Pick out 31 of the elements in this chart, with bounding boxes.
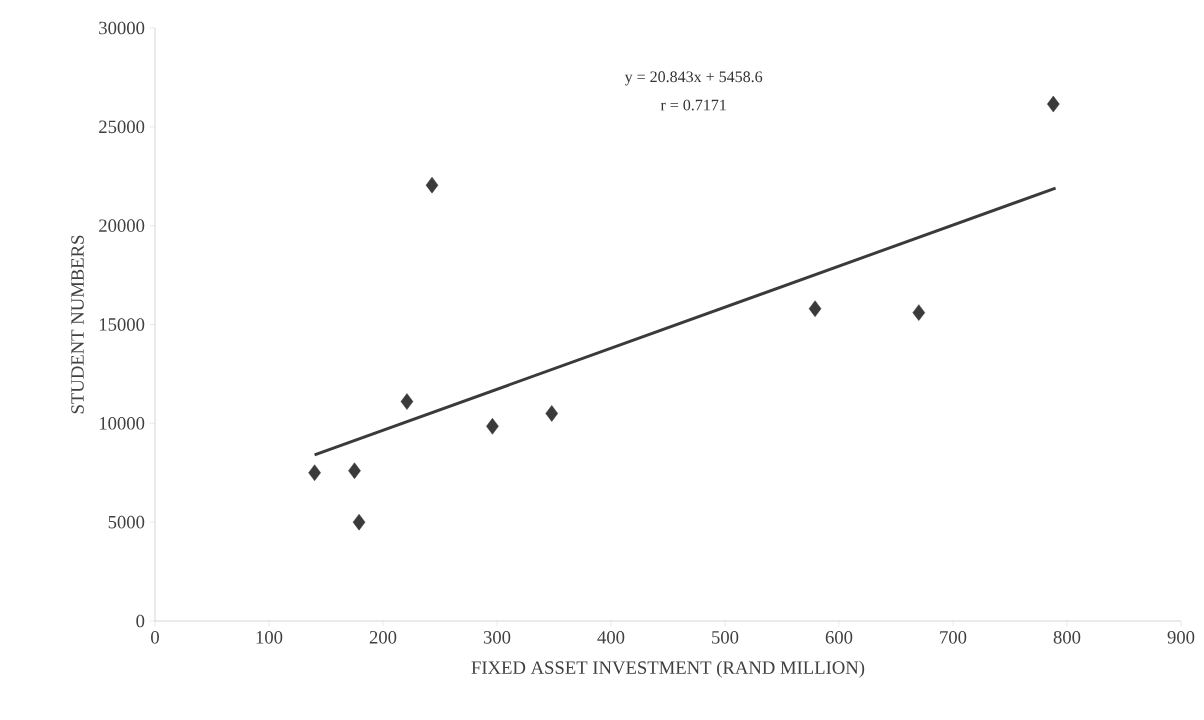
point	[1047, 95, 1060, 113]
point	[912, 304, 926, 321]
y-tick-label: 10000	[99, 417, 145, 430]
x-tick-label: 600	[825, 631, 853, 644]
point	[545, 405, 558, 422]
point	[400, 393, 414, 410]
point	[348, 462, 361, 480]
x-tick-label: 500	[712, 631, 739, 644]
y-tick-label: 25000	[99, 120, 145, 134]
x-tick-label: 0	[151, 631, 159, 644]
x-tick-label: 200	[369, 631, 397, 644]
y-axis-title: STUDENT NUMBERS	[71, 235, 84, 414]
y-tick-label: 0	[136, 614, 145, 628]
point	[808, 300, 822, 317]
y-tick-label: 5000	[108, 515, 145, 529]
y-tick-label: 30000	[99, 21, 145, 35]
point	[352, 513, 366, 531]
annotation: r = 0.7171	[660, 99, 726, 111]
x-tick-label: 900	[1167, 631, 1195, 644]
x-axis-title: FIXED ASSET INVESTMENT (RAND MILLION)	[471, 660, 865, 678]
x-tick-label: 400	[597, 631, 625, 644]
point	[486, 418, 499, 435]
annotation: y = 20.843x + 5458.6	[624, 71, 763, 86]
y-tick-label: 20000	[99, 219, 145, 232]
x-tick-label: 300	[483, 631, 511, 644]
point	[308, 464, 321, 482]
point	[425, 176, 439, 194]
x-tick-label: 100	[256, 631, 283, 644]
x-tick-label: 700	[940, 631, 967, 644]
y-tick-label: 15000	[99, 318, 145, 331]
x-tick-label: 800	[1053, 631, 1081, 644]
